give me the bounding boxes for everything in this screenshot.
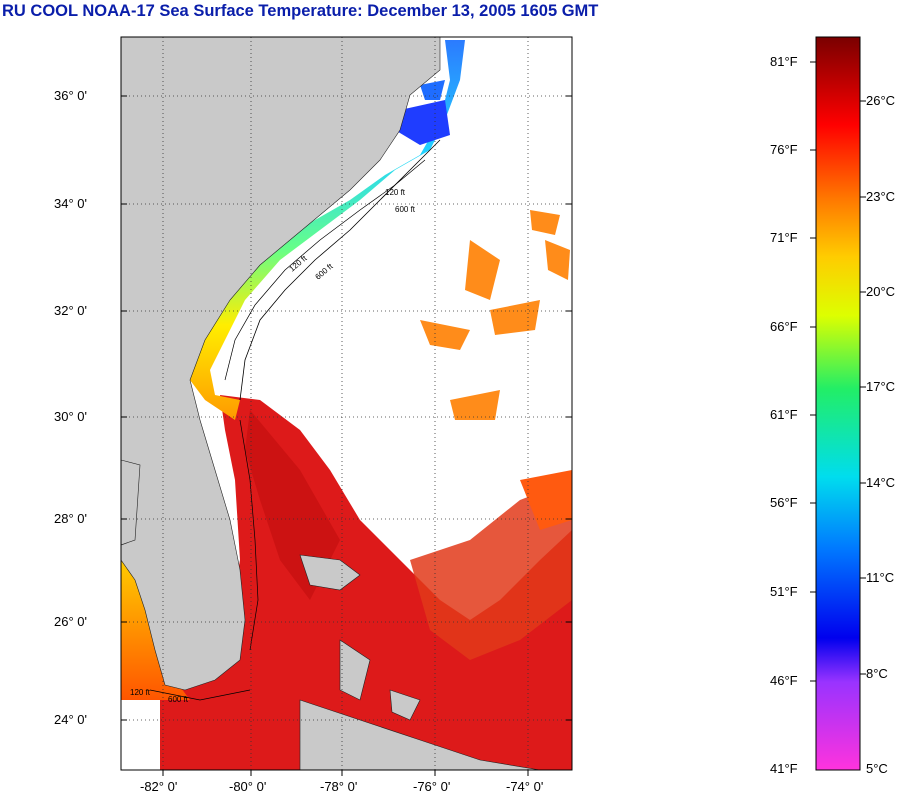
colorbar-f-label-46: 46°F [770,673,798,688]
lon-label-74: -74° 0' [506,779,544,794]
map-title: RU COOL NOAA-17 Sea Surface Temperature:… [2,2,599,20]
land-mass [121,37,441,691]
isobath-120ft [224,159,426,381]
lat-label-24: 24° 0' [54,712,87,727]
colorbar-f-label-56: 56°F [770,495,798,510]
colorbar-f-label-41: 41°F [770,761,798,776]
contour-label-3: 120 ft [385,188,406,197]
contour-label-6: 600 ft [168,695,189,704]
colorbar-c-label-17: 17°C [866,379,896,394]
colorbar-c-label-20: 20°C [866,284,896,299]
colorbar-c-label-11: 11°C [866,570,895,585]
lat-label-32: 32° 0' [54,303,87,318]
contour-label-5: 120 ft [130,688,151,697]
colorbar-c-label-26: 26°C [866,93,896,108]
lon-label-78: -78° 0' [320,779,358,794]
lat-label-34: 34° 0' [54,196,87,211]
lat-label-28: 28° 0' [54,511,87,526]
cuba-land [299,699,541,770]
colorbar-f-label-81: 81°F [770,54,798,69]
colorbar-c-label-5: 5°C [866,761,888,776]
colorbar [815,36,861,771]
offshore-warm-patches [465,240,500,300]
map-frame [120,36,573,771]
colorbar-f-label-71: 71°F [770,230,798,245]
colorbar-c-label-14: 14°C [866,475,896,490]
bahamas-land [299,554,361,591]
colorbar-f-label-66: 66°F [770,319,798,334]
colorbar-f-label-61: 61°F [770,407,798,422]
lat-label-30: 30° 0' [54,409,87,424]
lat-label-36: 36° 0' [54,88,87,103]
colorbar-ticks [810,61,866,682]
isobath-600ft [239,139,441,401]
colorbar-c-label-8: 8°C [866,666,888,681]
colorbar-f-label-51: 51°F [770,584,798,599]
lon-label-82: -82° 0' [140,779,178,794]
lat-label-26: 26° 0' [54,614,87,629]
colorbar-f-label-76: 76°F [770,142,798,157]
colorbar-c-label-23: 23°C [866,189,896,204]
lon-label-76: -76° 0' [413,779,451,794]
lon-label-80: -80° 0' [229,779,267,794]
contour-label-4: 600 ft [395,205,416,214]
map-ticks [121,95,572,776]
